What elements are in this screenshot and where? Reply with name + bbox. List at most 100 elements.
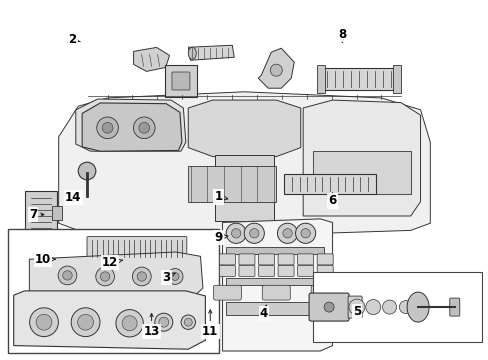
Circle shape xyxy=(97,117,118,139)
Text: 8: 8 xyxy=(338,28,346,42)
Text: 12: 12 xyxy=(102,256,122,269)
Text: 11: 11 xyxy=(202,310,218,338)
FancyBboxPatch shape xyxy=(87,237,186,260)
FancyBboxPatch shape xyxy=(393,65,401,93)
Circle shape xyxy=(71,308,100,337)
Circle shape xyxy=(133,117,155,139)
FancyBboxPatch shape xyxy=(239,265,254,276)
Text: 3: 3 xyxy=(162,271,175,284)
Circle shape xyxy=(171,273,179,280)
FancyBboxPatch shape xyxy=(317,65,325,93)
FancyBboxPatch shape xyxy=(219,265,235,276)
Circle shape xyxy=(348,299,364,315)
Circle shape xyxy=(270,64,282,76)
Circle shape xyxy=(300,229,310,238)
FancyBboxPatch shape xyxy=(258,265,274,276)
Circle shape xyxy=(382,300,396,314)
FancyBboxPatch shape xyxy=(278,254,293,265)
Polygon shape xyxy=(59,92,429,236)
FancyBboxPatch shape xyxy=(8,229,219,353)
Text: 5: 5 xyxy=(352,305,360,318)
Circle shape xyxy=(36,314,52,330)
Polygon shape xyxy=(82,103,182,151)
Circle shape xyxy=(30,308,58,337)
FancyBboxPatch shape xyxy=(449,298,459,316)
FancyBboxPatch shape xyxy=(51,206,61,220)
Circle shape xyxy=(249,229,259,238)
Polygon shape xyxy=(188,45,234,60)
Circle shape xyxy=(295,223,315,243)
FancyBboxPatch shape xyxy=(219,254,235,265)
Circle shape xyxy=(167,269,183,284)
Circle shape xyxy=(122,316,137,331)
Polygon shape xyxy=(222,219,332,351)
Circle shape xyxy=(78,314,93,330)
Circle shape xyxy=(58,266,77,285)
FancyBboxPatch shape xyxy=(310,285,339,300)
Circle shape xyxy=(102,122,113,133)
FancyBboxPatch shape xyxy=(172,72,189,90)
FancyBboxPatch shape xyxy=(297,254,313,265)
Ellipse shape xyxy=(407,292,428,322)
Circle shape xyxy=(282,229,292,238)
Circle shape xyxy=(155,313,172,331)
Text: 1: 1 xyxy=(214,190,227,203)
Circle shape xyxy=(117,240,132,256)
Circle shape xyxy=(365,300,380,315)
Text: 13: 13 xyxy=(143,314,160,338)
FancyBboxPatch shape xyxy=(164,65,197,97)
FancyBboxPatch shape xyxy=(24,191,57,235)
FancyBboxPatch shape xyxy=(239,254,254,265)
Circle shape xyxy=(159,317,168,327)
FancyBboxPatch shape xyxy=(347,296,361,318)
Circle shape xyxy=(62,271,72,280)
FancyBboxPatch shape xyxy=(225,278,323,285)
Circle shape xyxy=(277,223,297,243)
Circle shape xyxy=(116,310,143,337)
Text: 10: 10 xyxy=(35,253,55,266)
Circle shape xyxy=(120,244,129,253)
FancyBboxPatch shape xyxy=(188,166,276,202)
Text: 7: 7 xyxy=(29,208,44,221)
FancyBboxPatch shape xyxy=(284,174,375,194)
FancyBboxPatch shape xyxy=(312,151,410,194)
Polygon shape xyxy=(76,99,185,151)
FancyBboxPatch shape xyxy=(308,293,348,321)
FancyBboxPatch shape xyxy=(225,302,323,315)
Circle shape xyxy=(324,302,333,312)
Text: 6: 6 xyxy=(328,193,336,207)
Polygon shape xyxy=(133,48,169,71)
FancyBboxPatch shape xyxy=(317,254,332,265)
Circle shape xyxy=(53,243,62,253)
Text: 2: 2 xyxy=(68,33,80,46)
FancyBboxPatch shape xyxy=(320,68,398,90)
Polygon shape xyxy=(303,100,420,216)
Circle shape xyxy=(181,315,195,329)
Circle shape xyxy=(225,223,246,243)
FancyBboxPatch shape xyxy=(278,265,293,276)
Polygon shape xyxy=(188,100,300,157)
Ellipse shape xyxy=(188,47,196,59)
FancyBboxPatch shape xyxy=(213,285,241,300)
Text: 4: 4 xyxy=(260,305,267,320)
Polygon shape xyxy=(215,155,273,221)
Circle shape xyxy=(78,162,96,180)
Circle shape xyxy=(184,318,192,326)
FancyBboxPatch shape xyxy=(262,285,290,300)
Text: 9: 9 xyxy=(214,231,227,244)
FancyBboxPatch shape xyxy=(317,265,332,276)
Circle shape xyxy=(49,239,66,257)
Circle shape xyxy=(244,223,264,243)
Polygon shape xyxy=(29,252,203,297)
FancyBboxPatch shape xyxy=(225,247,323,254)
Polygon shape xyxy=(258,48,294,88)
Circle shape xyxy=(139,122,149,133)
Text: 14: 14 xyxy=(65,191,81,204)
Circle shape xyxy=(137,272,146,281)
Circle shape xyxy=(96,267,114,286)
Circle shape xyxy=(399,301,411,314)
FancyBboxPatch shape xyxy=(297,265,313,276)
Circle shape xyxy=(100,272,110,281)
Circle shape xyxy=(231,229,241,238)
FancyBboxPatch shape xyxy=(258,254,274,265)
